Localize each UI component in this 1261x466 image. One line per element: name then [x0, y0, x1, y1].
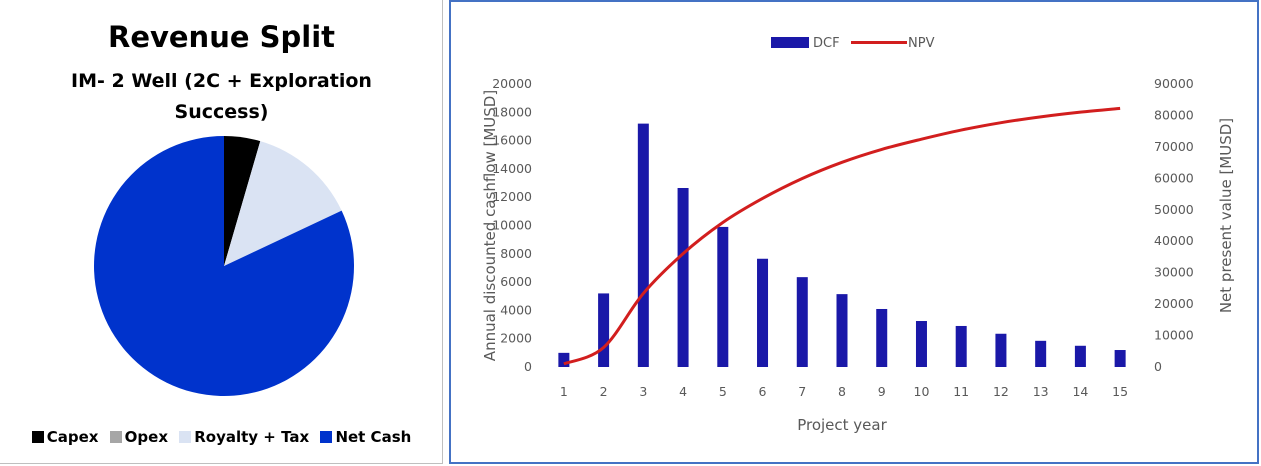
x-tick-label: 1	[560, 384, 568, 399]
y-right-tick-label: 40000	[1154, 233, 1194, 248]
y-left-tick-label: 2000	[500, 331, 532, 346]
x-tick-label: 2	[600, 384, 608, 399]
pie-chart-title: Revenue Split	[107, 20, 335, 54]
pie-slice-capex	[224, 136, 261, 266]
y-right-tick-label: 50000	[1154, 202, 1194, 217]
y-right-tick-label: 70000	[1154, 139, 1194, 154]
y-left-tick-label: 20000	[492, 76, 532, 91]
y-right-tick-label: 0	[1154, 359, 1162, 374]
y-right-tick-label: 90000	[1154, 76, 1194, 91]
y-left-tick-label: 12000	[492, 189, 532, 204]
y-left-tick-label: 4000	[500, 302, 532, 317]
dcf-bar	[598, 293, 610, 367]
y-right-tick-label: 60000	[1154, 170, 1194, 185]
dcf-npv-chart: 0200040006000800010000120001400016000180…	[481, 36, 1235, 434]
y-right-axis-title: Net present value [MUSD]	[1217, 118, 1235, 313]
x-axis-title: Project year	[797, 416, 887, 434]
legend-label-opex: Opex	[124, 428, 168, 446]
x-tick-label: 11	[953, 384, 969, 399]
y-left-tick-label: 10000	[492, 218, 532, 233]
legend-swatch-royalty-tax	[179, 431, 192, 443]
x-tick-label: 14	[1072, 384, 1088, 399]
dcf-bar	[1114, 350, 1126, 367]
x-tick-label: 10	[914, 384, 930, 399]
y-right-tick-label: 80000	[1154, 107, 1194, 122]
npv-line	[563, 106, 1121, 366]
pie-chart-panel: Revenue Split IM- 2 Well (2C + Explorati…	[0, 0, 443, 464]
y-left-tick-label: 16000	[492, 133, 532, 148]
pie-slice-royalty-tax	[224, 141, 342, 266]
dcf-bar	[995, 333, 1007, 367]
x-tick-label: 6	[759, 384, 767, 399]
y-left-tick-label: 14000	[492, 161, 532, 176]
y-left-tick-label: 6000	[500, 274, 532, 289]
x-tick-label: 7	[798, 384, 806, 399]
dcf-bar	[558, 352, 570, 367]
legend-item-royalty-tax: Royalty + Tax	[179, 428, 309, 446]
dcf-bar	[796, 277, 808, 367]
combo-legend: DCF NPV	[771, 36, 935, 51]
legend-item-net-cash: Net Cash	[320, 428, 411, 446]
dcf-bar	[915, 321, 927, 367]
y-left-tick-label: 0	[524, 359, 532, 374]
legend-label-capex: Capex	[46, 428, 99, 446]
dcf-bar	[1074, 345, 1086, 367]
dcf-bar	[637, 123, 649, 368]
dcf-bar	[955, 325, 967, 367]
pie-slice-net-cash	[94, 136, 355, 397]
x-tick-label: 13	[1033, 384, 1049, 399]
legend-label-dcf: DCF	[813, 36, 840, 51]
dcf-bar	[757, 258, 769, 367]
y-left-tick-label: 18000	[492, 104, 532, 119]
x-tick-label: 9	[878, 384, 886, 399]
x-tick-label: 12	[993, 384, 1009, 399]
pie-chart-plot	[94, 136, 355, 397]
dcf-bar	[876, 308, 888, 367]
legend-label-npv: NPV	[908, 36, 935, 51]
legend-swatch-dcf	[771, 37, 809, 48]
dcf-bar	[836, 294, 848, 367]
legend-item-opex: Opex	[109, 428, 168, 446]
pie-legend: Capex Opex Royalty + Tax Net Cash	[0, 428, 443, 446]
dcf-npv-chart-panel: 0 2000 4000 6000 8000 10000 12000 14000 16000 180…	[449, 0, 1259, 464]
legend-item-capex: Capex	[31, 428, 99, 446]
legend-swatch-net-cash	[320, 431, 333, 443]
x-tick-label: 8	[838, 384, 846, 399]
pie-chart-subtitle: IM- 2 Well (2C + Exploration Success)	[71, 70, 372, 123]
x-tick-label: 5	[719, 384, 727, 399]
y-left-tick-label: 8000	[500, 246, 532, 261]
y-right-tick-label: 30000	[1154, 265, 1194, 280]
legend-label-royalty-tax: Royalty + Tax	[194, 428, 310, 446]
dcf-bar	[677, 188, 689, 367]
x-tick-label: 4	[679, 384, 687, 399]
y-right-tick-label: 10000	[1154, 328, 1194, 343]
dcf-bar	[1035, 340, 1047, 367]
legend-label-net-cash: Net Cash	[335, 428, 412, 446]
dcf-bar	[717, 226, 729, 367]
legend-swatch-capex	[31, 431, 44, 443]
x-tick-label: 3	[639, 384, 647, 399]
y-right-tick-label: 20000	[1154, 296, 1194, 311]
x-tick-label: 15	[1112, 384, 1128, 399]
legend-swatch-opex	[109, 431, 122, 443]
y-left-axis-title: Annual discounted cashflow [MUSD]	[481, 90, 499, 361]
